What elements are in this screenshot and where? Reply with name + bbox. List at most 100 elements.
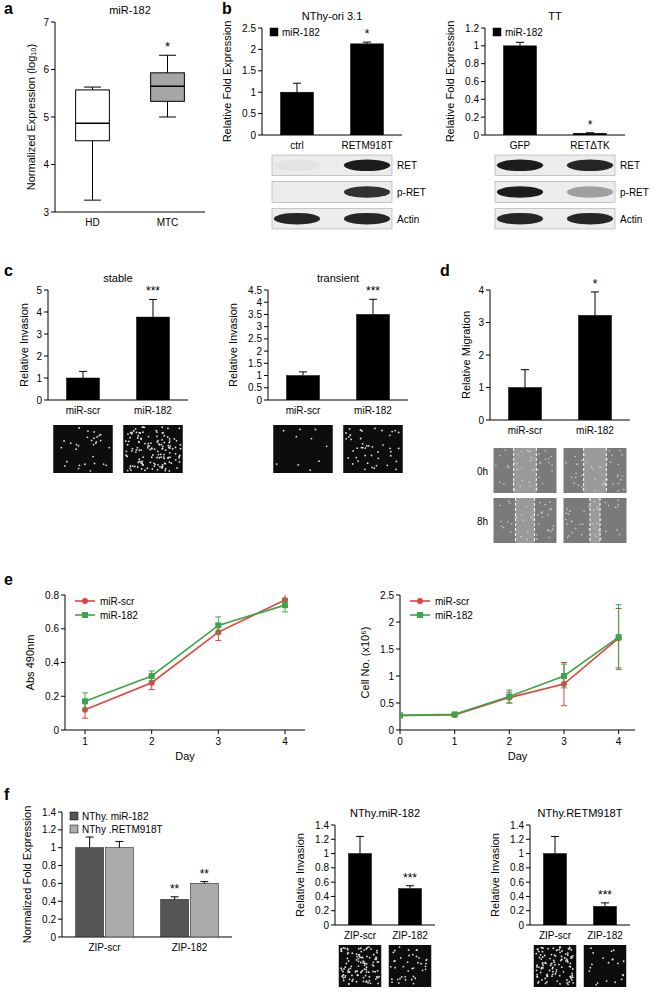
speckle — [591, 466, 593, 468]
x-tick — [618, 730, 619, 734]
cell-dot — [160, 454, 162, 456]
y-tick — [258, 113, 262, 114]
cell-dot — [125, 440, 127, 442]
chart-title: NThy.miR-182 — [350, 807, 420, 819]
speckle — [542, 516, 544, 518]
speckle — [532, 469, 534, 471]
cell-dot — [567, 954, 569, 956]
cell-dot — [411, 968, 413, 970]
cell-dot — [376, 465, 378, 467]
error-cap — [299, 371, 307, 372]
marks — [544, 836, 617, 925]
box — [151, 73, 185, 102]
marker — [149, 673, 155, 679]
cell-dot — [349, 971, 351, 973]
cell-dot — [160, 444, 162, 446]
y-tick — [481, 63, 485, 64]
cell-dot — [158, 454, 160, 456]
speckle — [605, 502, 607, 504]
cell-dot — [540, 947, 542, 949]
blot-band — [274, 160, 320, 172]
marker — [452, 712, 458, 718]
cell-dot — [612, 959, 614, 961]
bar — [574, 133, 607, 135]
y-tick-label: 0.8 — [510, 862, 524, 873]
cell-dot — [156, 435, 158, 437]
speckle — [530, 457, 532, 459]
y-tick — [331, 925, 335, 926]
y-tick-label: 1.2 — [315, 834, 329, 845]
cell-dot — [536, 976, 538, 978]
cell-dot — [179, 428, 181, 430]
speckle — [516, 463, 518, 465]
error-cap — [82, 692, 88, 693]
cell-dot — [343, 974, 345, 976]
cell-dot — [555, 973, 557, 975]
speckle — [565, 512, 567, 514]
cell-dot — [318, 460, 320, 462]
cell-dot — [126, 455, 128, 457]
y-tick — [61, 595, 65, 596]
cell-dot — [96, 436, 98, 438]
marker — [82, 698, 88, 704]
cell-dot — [386, 464, 388, 466]
speckle — [565, 519, 567, 521]
cell-dot — [551, 975, 553, 977]
cell-dot — [173, 438, 175, 440]
bar — [137, 317, 170, 400]
cell-dot — [95, 442, 97, 444]
cell-dot — [541, 979, 543, 981]
panel-letter: a — [4, 0, 13, 17]
micrograph — [53, 425, 113, 473]
cell-dot — [623, 960, 625, 962]
cell-dot — [413, 983, 415, 985]
speckle — [571, 521, 573, 523]
cell-dot — [370, 982, 372, 984]
cell-dot — [127, 444, 129, 446]
image-label: 0h — [477, 466, 488, 477]
speckle — [618, 504, 620, 506]
x-tick-label: miR-scr — [286, 405, 321, 416]
cell-dot — [390, 966, 392, 968]
cell-dot — [364, 455, 366, 457]
cell-dot — [373, 954, 375, 956]
y-tick-label: 1 — [323, 848, 329, 859]
cell-dot — [417, 962, 419, 964]
cell-dot — [347, 949, 349, 951]
cell-dot — [371, 466, 373, 468]
cell-dot — [569, 976, 571, 978]
marks — [400, 605, 622, 719]
y-tick-label: 0 — [256, 395, 262, 406]
cell-dot — [606, 980, 608, 982]
cell-dot — [87, 430, 89, 432]
cell-dot — [169, 445, 171, 447]
cell-dot — [147, 443, 149, 445]
error-cap — [561, 687, 567, 688]
cell-dot — [536, 964, 538, 966]
cell-dot — [341, 969, 343, 971]
cell-dot — [167, 457, 169, 459]
cell-dot — [343, 968, 345, 970]
blot-band — [344, 186, 390, 198]
speckle — [610, 461, 612, 463]
y-tick — [258, 135, 262, 136]
cell-dot — [375, 956, 377, 958]
cell-dot — [361, 447, 363, 449]
cell-dot — [567, 961, 569, 963]
wound-edge — [606, 448, 607, 493]
y-tick — [331, 867, 335, 868]
speckle — [575, 528, 577, 530]
cell-dot — [355, 970, 357, 972]
y-tick — [486, 322, 490, 323]
cell-dot — [131, 433, 133, 435]
cell-dot — [372, 446, 374, 448]
cell-dot — [159, 466, 161, 468]
blot-band — [567, 213, 613, 225]
marker — [417, 612, 423, 618]
cell-dot — [131, 450, 133, 452]
cell-dot — [381, 430, 383, 432]
y-tick-label: 0 — [50, 932, 56, 943]
cell-dot — [558, 949, 560, 951]
cell-dot — [100, 434, 102, 436]
cell-dot — [144, 443, 146, 445]
